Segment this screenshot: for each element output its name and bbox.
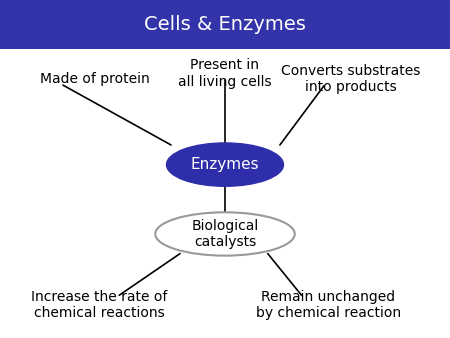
- Text: Converts substrates
into products: Converts substrates into products: [281, 64, 421, 94]
- Text: Remain unchanged
by chemical reaction: Remain unchanged by chemical reaction: [256, 290, 401, 320]
- Text: Increase the rate of
chemical reactions: Increase the rate of chemical reactions: [31, 290, 167, 320]
- Ellipse shape: [166, 143, 284, 186]
- Ellipse shape: [155, 212, 295, 256]
- Text: Made of protein: Made of protein: [40, 72, 150, 86]
- Text: Present in
all living cells: Present in all living cells: [178, 58, 272, 89]
- Text: Cells & Enzymes: Cells & Enzymes: [144, 15, 306, 34]
- Text: Enzymes: Enzymes: [191, 157, 259, 172]
- Text: Biological
catalysts: Biological catalysts: [191, 219, 259, 249]
